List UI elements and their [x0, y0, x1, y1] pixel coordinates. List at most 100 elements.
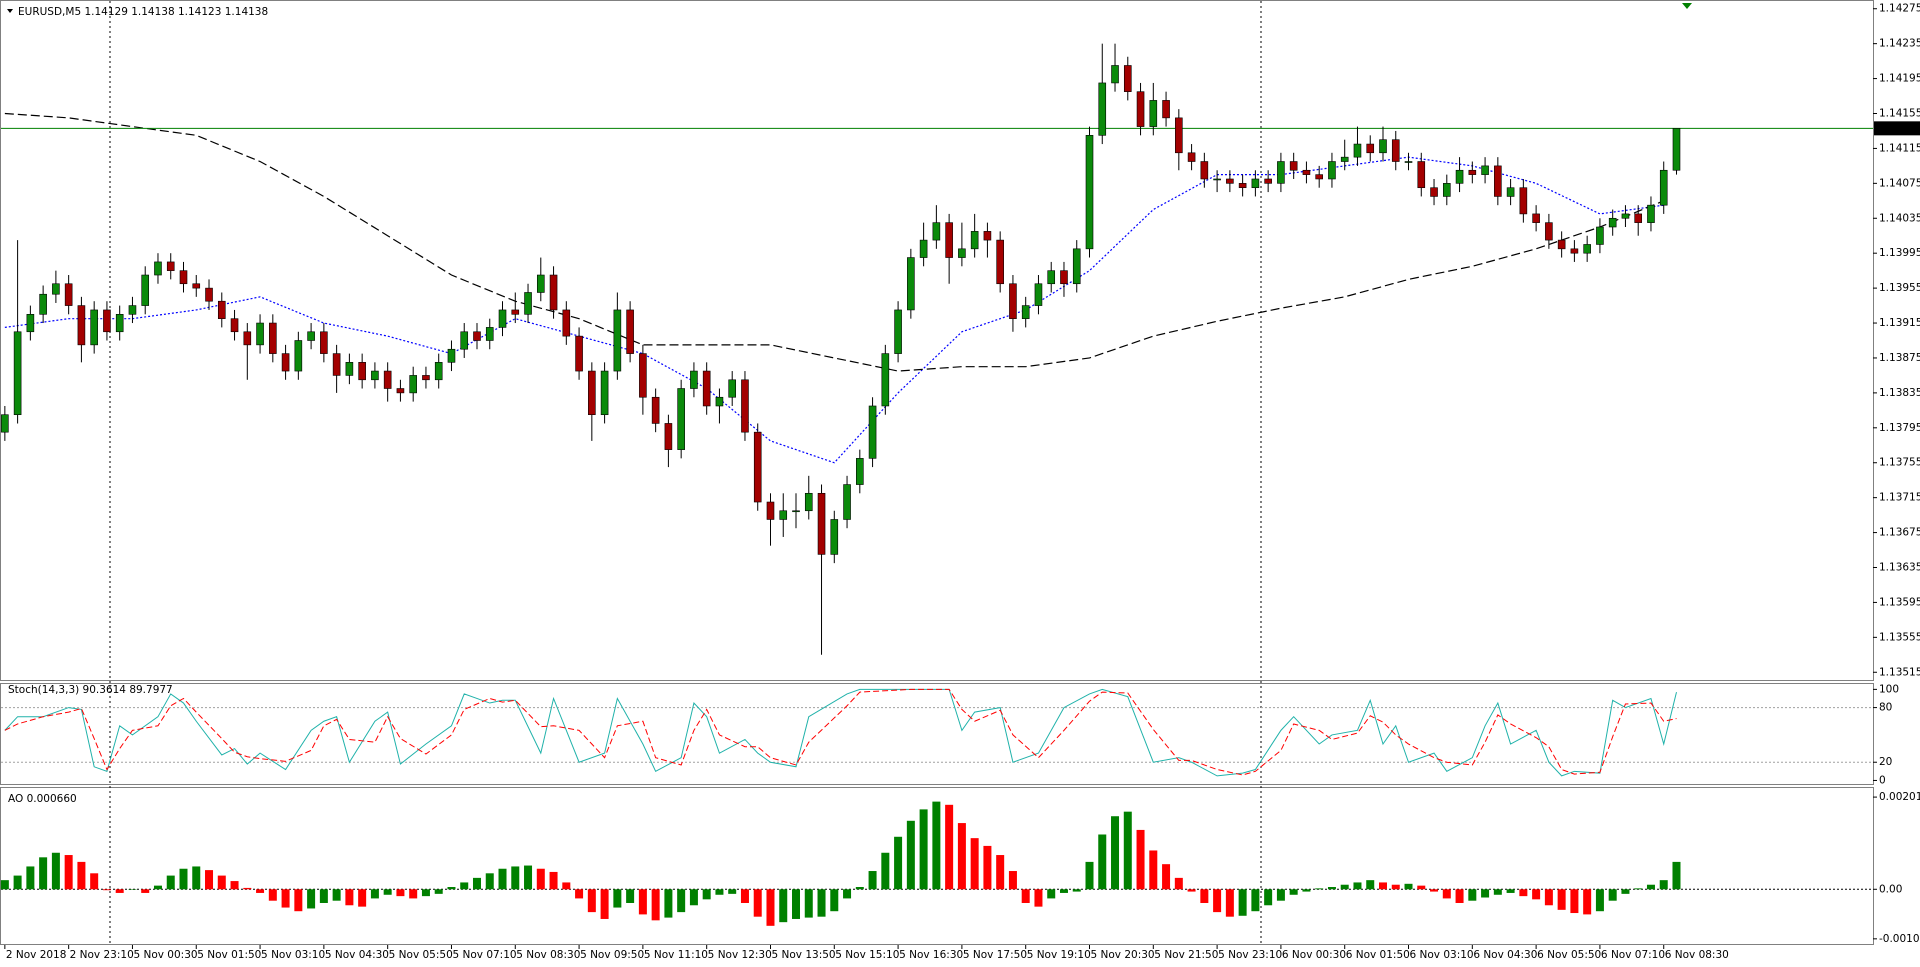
x-tick-label: 6 Nov 05:50	[1537, 949, 1601, 961]
ao-bar	[498, 868, 507, 890]
y-tick-label: 1.13595	[1879, 596, 1920, 608]
candle-body	[1034, 283, 1043, 306]
candle-body	[52, 283, 60, 295]
x-tick-label: 5 Nov 07:10	[452, 949, 516, 961]
ao-bar	[256, 889, 265, 893]
candle-body	[1213, 178, 1221, 181]
candle-body	[230, 318, 239, 333]
candle-body	[728, 379, 737, 398]
ao-bar	[817, 889, 826, 917]
candle-body	[1251, 178, 1260, 189]
candle-body	[919, 239, 928, 258]
ao-bar	[1251, 889, 1260, 912]
ao-bar	[1481, 889, 1490, 898]
ao-bar	[1327, 887, 1336, 890]
ao-bar	[689, 889, 698, 906]
ao-bar	[843, 889, 852, 899]
ao-bar	[1098, 834, 1107, 890]
candle-body	[371, 370, 379, 381]
ao-bar	[39, 857, 48, 890]
ao-bar	[434, 889, 443, 894]
x-tick-label: 5 Nov 12:30	[708, 949, 772, 961]
x-tick-label: 5 Nov 08:30	[516, 949, 580, 961]
candle-body	[1379, 139, 1387, 154]
y-tick-label: 1.13715	[1879, 492, 1920, 504]
ao-bar	[1085, 861, 1094, 890]
ao-bar	[1111, 816, 1120, 890]
candle-body	[141, 274, 150, 306]
ao-bar	[1289, 889, 1298, 895]
candle-body	[1009, 283, 1017, 319]
candle-body	[358, 362, 366, 381]
ao-bar	[1455, 889, 1464, 903]
ao-bar	[1544, 889, 1553, 906]
ao-bar	[1493, 889, 1502, 895]
candle-body	[1366, 143, 1375, 154]
ao-bar	[1225, 889, 1234, 917]
candle-body	[345, 362, 354, 376]
candle-body	[792, 510, 800, 513]
ao-bar	[319, 889, 328, 903]
candle-body	[256, 322, 264, 346]
candle-body	[817, 492, 826, 555]
candle-body	[1404, 161, 1413, 163]
ao-bar	[1213, 889, 1222, 913]
ao-bar	[996, 855, 1005, 890]
candle-body	[1200, 161, 1209, 180]
ao-bar	[677, 889, 686, 913]
candle-body	[830, 519, 839, 555]
candle-body	[639, 353, 647, 398]
ao-bar	[728, 889, 737, 894]
moving-average	[4, 156, 1664, 464]
candle-body	[1494, 165, 1502, 197]
candle-body	[575, 335, 583, 372]
candle-body	[1136, 91, 1145, 127]
candle-body	[447, 348, 456, 363]
ao-bar	[740, 889, 749, 903]
ao-bar	[1302, 889, 1311, 892]
x-tick-label: 5 Nov 21:50	[1154, 949, 1218, 961]
ao-bar	[26, 866, 35, 890]
y-tick-label: 1.14075	[1879, 177, 1920, 189]
candle-body	[958, 248, 966, 258]
candle-body	[1353, 143, 1362, 158]
ao-bar	[702, 889, 711, 900]
ao-bar	[1659, 880, 1668, 890]
candle-body	[524, 292, 532, 315]
ao-bar	[281, 889, 290, 908]
candle-body	[1289, 161, 1298, 171]
y-tick-label: 0	[1879, 774, 1886, 786]
candle-body	[90, 309, 98, 346]
ao-bar	[1353, 882, 1362, 890]
ao-bar	[868, 871, 877, 890]
candle-body	[383, 370, 392, 389]
candle-body	[103, 309, 111, 333]
ao-bar	[1162, 864, 1171, 890]
symbol-menu-arrow	[7, 9, 13, 13]
ao-bar	[51, 852, 60, 890]
ao-bar	[294, 889, 303, 912]
x-tick-label: 5 Nov 20:30	[1090, 949, 1154, 961]
candle-body	[294, 340, 303, 372]
y-tick-label: 1.13515	[1879, 666, 1920, 678]
candle-body	[1047, 270, 1056, 285]
ao-bar	[115, 889, 124, 893]
ao-bar	[1519, 889, 1528, 897]
x-tick-label: 5 Nov 17:50	[963, 949, 1027, 961]
candle-body	[996, 239, 1004, 285]
main-title: EURUSD,M5 1.14129 1.14138 1.14123 1.1413…	[18, 6, 268, 18]
candle-body	[536, 274, 545, 293]
candle-body	[1557, 239, 1566, 250]
x-tick-label: 6 Nov 04:30	[1473, 949, 1537, 961]
candle-body	[983, 231, 992, 241]
candle-body	[269, 322, 277, 354]
ao-bar	[804, 889, 813, 918]
ao-bar	[307, 889, 316, 909]
candle-body	[613, 309, 622, 372]
candle-body	[562, 309, 571, 337]
candle-body	[1187, 152, 1196, 162]
candle-body	[409, 375, 417, 394]
candle-body	[1545, 222, 1553, 241]
ao-bar	[1366, 880, 1375, 890]
candle-body	[907, 257, 915, 311]
